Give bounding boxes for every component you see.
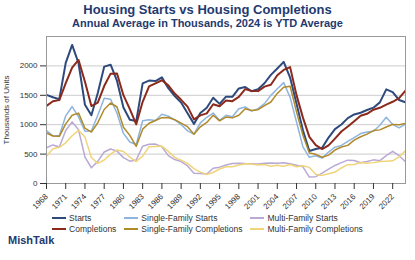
svg-text:2001: 2001 <box>242 192 261 211</box>
svg-text:1000: 1000 <box>20 120 38 129</box>
svg-text:1968: 1968 <box>31 192 50 211</box>
svg-text:2022: 2022 <box>377 192 396 211</box>
html-text:MishTalk: MishTalk <box>8 234 55 246</box>
svg-text:500: 500 <box>24 150 38 159</box>
html-text:Single-Family Completions: Single-Family Completions <box>141 224 243 234</box>
svg-text:2013: 2013 <box>319 192 338 211</box>
svg-text:1980: 1980 <box>108 192 127 211</box>
html-text:Multi-Family Starts: Multi-Family Starts <box>267 213 338 223</box>
svg-text:1989: 1989 <box>165 192 184 211</box>
svg-text:2000: 2000 <box>20 61 38 70</box>
html-text:Annual Average in Thousands, 2: Annual Average in Thousands, 2024 is YTD… <box>72 17 343 29</box>
svg-text:1986: 1986 <box>146 192 165 211</box>
html-text:Starts: Starts <box>69 213 92 223</box>
html-text:Housing Starts vs Housing Comp: Housing Starts vs Housing Completions <box>83 2 332 17</box>
svg-text:1974: 1974 <box>69 192 88 211</box>
svg-text:1500: 1500 <box>20 91 38 100</box>
svg-text:Thousands of Units: Thousands of Units <box>2 76 11 145</box>
svg-text:2019: 2019 <box>358 192 377 211</box>
svg-text:2016: 2016 <box>338 192 357 211</box>
svg-text:1992: 1992 <box>185 192 204 211</box>
svg-text:1995: 1995 <box>204 192 223 211</box>
html-text:Completions: Completions <box>69 224 117 234</box>
svg-text:1977: 1977 <box>88 192 107 211</box>
svg-text:1983: 1983 <box>127 192 146 211</box>
svg-text:0: 0 <box>33 179 38 188</box>
svg-text:2007: 2007 <box>281 192 300 211</box>
svg-text:1998: 1998 <box>223 192 242 211</box>
html-text:Single-Family Starts: Single-Family Starts <box>141 213 218 223</box>
svg-text:2010: 2010 <box>300 192 319 211</box>
svg-text:2004: 2004 <box>262 192 281 211</box>
html-text:Multi-Family Completions: Multi-Family Completions <box>267 224 363 234</box>
svg-text:1971: 1971 <box>50 192 69 211</box>
